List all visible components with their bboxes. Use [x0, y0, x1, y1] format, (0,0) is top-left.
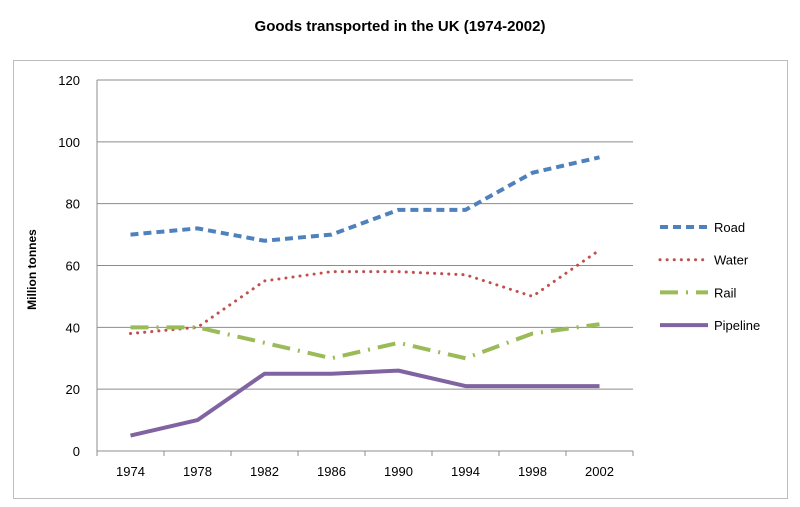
x-tick-label: 1990 — [384, 464, 413, 479]
series-line-road — [130, 155, 600, 243]
x-tick-label: 1986 — [317, 464, 346, 479]
x-tick-label: 1974 — [116, 464, 145, 479]
x-tick-label: 1982 — [250, 464, 279, 479]
series-line-pipeline — [130, 368, 600, 438]
legend-label-water: Water — [714, 253, 749, 268]
y-tick-label: 80 — [66, 197, 80, 212]
series-line-water — [129, 248, 601, 336]
chart-frame — [13, 60, 788, 499]
x-tick-label: 1998 — [518, 464, 547, 479]
chart-title: Goods transported in the UK (1974-2002) — [254, 18, 546, 35]
y-tick-label: 20 — [66, 382, 80, 397]
y-tick-label: 100 — [58, 135, 80, 150]
legend-label-road: Road — [714, 220, 745, 235]
x-tick-label: 2002 — [585, 464, 614, 479]
legend-label-pipeline: Pipeline — [714, 318, 760, 333]
series-line-rail — [130, 322, 600, 361]
x-tick-label: 1994 — [451, 464, 480, 479]
x-tick-label: 1978 — [183, 464, 212, 479]
legend-label-rail: Rail — [714, 285, 737, 300]
y-axis-label: Million tonnes — [25, 229, 39, 310]
y-tick-label: 40 — [66, 320, 80, 335]
y-tick-label: 0 — [73, 444, 80, 459]
y-tick-label: 120 — [58, 73, 80, 88]
y-tick-label: 60 — [66, 259, 80, 274]
